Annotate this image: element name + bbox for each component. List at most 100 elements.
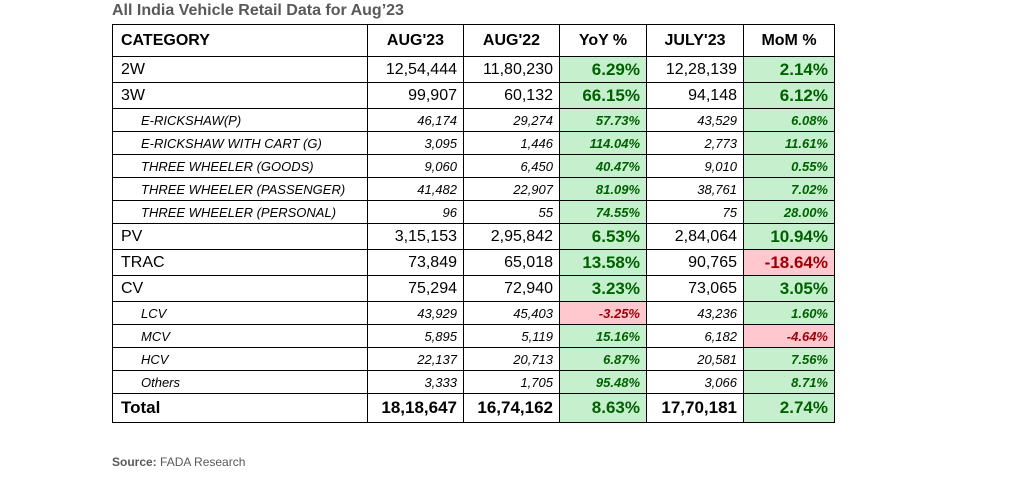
aug22-cell: 2,95,842 (463, 223, 560, 250)
category-cell: THREE WHEELER (PERSONAL) (112, 200, 368, 224)
aug22-cell: 55 (463, 200, 560, 224)
table-row: TRAC 73,849 65,018 13.58% 90,765 -18.64% (112, 249, 835, 276)
mom-cell: -18.64% (743, 249, 835, 276)
mom-cell: 7.56% (743, 347, 835, 371)
jul23-cell: 38,761 (646, 177, 744, 201)
category-cell: LCV (112, 301, 368, 325)
jul23-cell: 6,182 (646, 324, 744, 348)
aug23-cell: 3,15,153 (367, 223, 464, 250)
aug23-cell: 9,060 (367, 154, 464, 178)
mom-cell: 6.12% (743, 82, 835, 109)
table-row: 2W 12,54,444 11,80,230 6.29% 12,28,139 2.14% (112, 56, 835, 83)
jul23-cell: 43,236 (646, 301, 744, 325)
table-row: LCV 43,929 45,403 -3.25% 43,236 1.60% (112, 301, 835, 325)
category-cell: MCV (112, 324, 368, 348)
jul23-cell: 2,773 (646, 131, 744, 155)
aug23-cell: 96 (367, 200, 464, 224)
mom-cell: -4.64% (743, 324, 835, 348)
mom-cell: 1.60% (743, 301, 835, 325)
yoy-cell: 114.04% (559, 131, 647, 155)
yoy-cell: 8.63% (559, 393, 647, 423)
aug22-cell: 11,80,230 (463, 56, 560, 83)
total-row: Total 18,18,647 16,74,162 8.63% 17,70,181 2.7… (112, 393, 835, 423)
aug22-cell: 45,403 (463, 301, 560, 325)
aug23-cell: 22,137 (367, 347, 464, 371)
yoy-cell: 3.23% (559, 275, 647, 302)
yoy-cell: 74.55% (559, 200, 647, 224)
category-cell: THREE WHEELER (GOODS) (112, 154, 368, 178)
table-row: MCV 5,895 5,119 15.16% 6,182 -4.64% (112, 324, 835, 348)
yoy-cell: 6.53% (559, 223, 647, 250)
jul23-cell: 90,765 (646, 249, 744, 276)
vehicle-retail-table: CATEGORY AUG'23 AUG'22 YoY % JULY'23 MoM… (112, 24, 835, 423)
mom-cell: 0.55% (743, 154, 835, 178)
mom-cell: 28.00% (743, 200, 835, 224)
aug23-cell: 46,174 (367, 108, 464, 132)
yoy-cell: 40.47% (559, 154, 647, 178)
header-jul23: JULY'23 (646, 24, 744, 57)
category-cell: CV (112, 275, 368, 302)
table-row: E-RICKSHAW WITH CART (G) 3,095 1,446 114.04… (112, 131, 835, 155)
yoy-cell: -3.25% (559, 301, 647, 325)
jul23-cell: 9,010 (646, 154, 744, 178)
mom-cell: 11.61% (743, 131, 835, 155)
mom-cell: 6.08% (743, 108, 835, 132)
aug23-cell: 99,907 (367, 82, 464, 109)
aug22-cell: 1,705 (463, 370, 560, 394)
table-row: Others 3,333 1,705 95.48% 3,066 8.71% (112, 370, 835, 394)
table-row: PV 3,15,153 2,95,842 6.53% 2,84,064 10.94% (112, 223, 835, 250)
yoy-cell: 13.58% (559, 249, 647, 276)
aug23-cell: 41,482 (367, 177, 464, 201)
aug23-cell: 18,18,647 (367, 393, 464, 423)
table-row: HCV 22,137 20,713 6.87% 20,581 7.56% (112, 347, 835, 371)
yoy-cell: 66.15% (559, 82, 647, 109)
mom-cell: 2.14% (743, 56, 835, 83)
aug23-cell: 5,895 (367, 324, 464, 348)
mom-cell: 3.05% (743, 275, 835, 302)
aug22-cell: 20,713 (463, 347, 560, 371)
aug22-cell: 60,132 (463, 82, 560, 109)
aug22-cell: 5,119 (463, 324, 560, 348)
aug23-cell: 73,849 (367, 249, 464, 276)
aug22-cell: 22,907 (463, 177, 560, 201)
jul23-cell: 73,065 (646, 275, 744, 302)
header-row: CATEGORY AUG'23 AUG'22 YoY % JULY'23 MoM… (112, 24, 835, 57)
table-row: E-RICKSHAW(P) 46,174 29,274 57.73% 43,529 6.0… (112, 108, 835, 132)
source-label: Source: (112, 455, 157, 469)
yoy-cell: 6.87% (559, 347, 647, 371)
yoy-cell: 95.48% (559, 370, 647, 394)
category-cell: 2W (112, 56, 368, 83)
table-row: THREE WHEELER (PASSENGER) 41,482 22,907 81.… (112, 177, 835, 201)
jul23-cell: 17,70,181 (646, 393, 744, 423)
category-cell: TRAC (112, 249, 368, 276)
category-cell: Others (112, 370, 368, 394)
header-yoy: YoY % (559, 24, 647, 57)
aug22-cell: 29,274 (463, 108, 560, 132)
aug22-cell: 1,446 (463, 131, 560, 155)
category-cell: HCV (112, 347, 368, 371)
table-row: 3W 99,907 60,132 66.15% 94,148 6.12% (112, 82, 835, 109)
aug23-cell: 3,095 (367, 131, 464, 155)
table-row: THREE WHEELER (PERSONAL) 96 55 74.55% 75 28.0… (112, 200, 835, 224)
header-aug23: AUG'23 (367, 24, 464, 57)
mom-cell: 2.74% (743, 393, 835, 423)
mom-cell: 7.02% (743, 177, 835, 201)
yoy-cell: 57.73% (559, 108, 647, 132)
aug22-cell: 72,940 (463, 275, 560, 302)
category-cell: 3W (112, 82, 368, 109)
jul23-cell: 43,529 (646, 108, 744, 132)
category-cell: E-RICKSHAW WITH CART (G) (112, 131, 368, 155)
yoy-cell: 81.09% (559, 177, 647, 201)
header-mom: MoM % (743, 24, 835, 57)
header-aug22: AUG'22 (463, 24, 560, 57)
aug22-cell: 6,450 (463, 154, 560, 178)
category-cell: E-RICKSHAW(P) (112, 108, 368, 132)
jul23-cell: 2,84,064 (646, 223, 744, 250)
aug23-cell: 75,294 (367, 275, 464, 302)
category-cell: Total (112, 393, 368, 423)
table-title: All India Vehicle Retail Data for Aug’23 (112, 2, 404, 19)
yoy-cell: 15.16% (559, 324, 647, 348)
aug22-cell: 65,018 (463, 249, 560, 276)
category-cell: THREE WHEELER (PASSENGER) (112, 177, 368, 201)
source-text: FADA Research (156, 455, 246, 469)
